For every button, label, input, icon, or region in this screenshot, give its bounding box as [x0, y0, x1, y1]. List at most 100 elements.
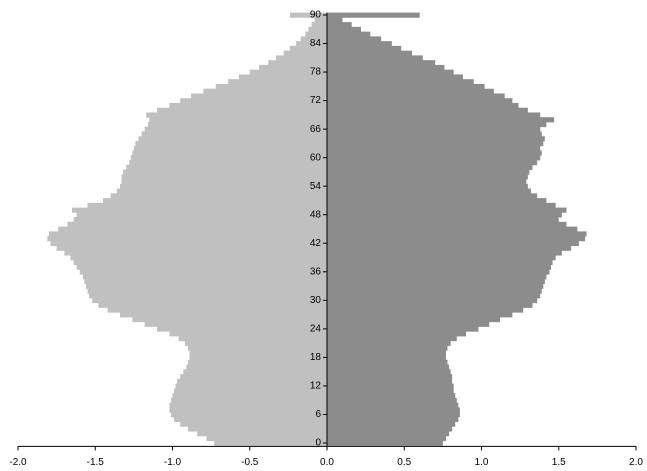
- bar: [119, 312, 327, 318]
- bar: [276, 55, 327, 61]
- bar: [107, 307, 327, 313]
- bar: [327, 269, 550, 275]
- bar: [327, 207, 567, 213]
- bar: [189, 350, 327, 356]
- bar: [89, 293, 327, 299]
- bar: [327, 374, 453, 380]
- bar: [76, 212, 328, 218]
- x-tick-label: 1.0: [475, 457, 489, 468]
- y-tick-label: 30: [310, 295, 322, 306]
- bar: [87, 202, 328, 208]
- x-tick-label: -1.5: [87, 457, 105, 468]
- bar: [327, 102, 519, 109]
- bar: [123, 169, 327, 175]
- bar: [203, 88, 327, 94]
- bar: [327, 364, 450, 370]
- bar: [170, 397, 327, 403]
- bar: [327, 283, 544, 289]
- bar: [327, 22, 352, 28]
- bar: [64, 250, 327, 256]
- bar: [308, 26, 327, 33]
- bar: [327, 41, 392, 47]
- bar: [79, 269, 327, 275]
- bar: [327, 326, 479, 332]
- bar: [144, 126, 327, 132]
- bar: [147, 121, 327, 128]
- bar: [48, 231, 328, 237]
- bar: [327, 179, 527, 185]
- bar: [327, 274, 547, 280]
- y-tick-label: 60: [310, 152, 322, 163]
- bar: [327, 36, 382, 42]
- bar: [187, 359, 327, 365]
- bar: [149, 117, 327, 123]
- x-tick-label: -1.0: [164, 457, 182, 468]
- bar: [327, 302, 533, 308]
- y-tick-label: 54: [310, 181, 322, 192]
- bar: [215, 83, 327, 90]
- bar: [327, 350, 446, 356]
- bar: [327, 145, 541, 151]
- bar: [327, 288, 542, 294]
- bar: [133, 145, 327, 151]
- bar: [296, 41, 327, 47]
- bar: [327, 74, 463, 80]
- bar: [169, 331, 327, 337]
- bar: [327, 369, 451, 375]
- bar: [238, 74, 327, 80]
- bar: [327, 160, 538, 166]
- bar: [327, 259, 553, 266]
- bar: [197, 431, 327, 437]
- bar: [327, 378, 453, 384]
- bar: [259, 64, 327, 71]
- bar: [141, 131, 327, 137]
- bar: [327, 98, 513, 104]
- bar: [327, 60, 436, 66]
- bar: [327, 174, 528, 180]
- bar: [311, 22, 327, 28]
- bar: [169, 102, 327, 109]
- bar: [289, 45, 327, 52]
- bar: [126, 164, 328, 170]
- bar: [87, 288, 328, 294]
- bar: [184, 340, 327, 346]
- bar: [84, 278, 327, 285]
- bar: [67, 221, 327, 228]
- x-tick-label: 2.0: [629, 457, 643, 468]
- bar: [327, 307, 524, 313]
- y-tick-label: 78: [310, 67, 322, 78]
- bar: [73, 259, 328, 266]
- bar: [177, 378, 327, 384]
- bar: [172, 393, 327, 399]
- bar: [327, 50, 412, 56]
- bar: [327, 397, 457, 403]
- bar: [268, 60, 327, 66]
- bar: [50, 240, 327, 247]
- bar: [98, 302, 327, 308]
- bar: [183, 369, 327, 375]
- bar: [327, 293, 541, 299]
- bar: [144, 321, 327, 327]
- y-tick-label: 66: [310, 124, 322, 135]
- bar: [206, 435, 327, 442]
- bar: [327, 421, 456, 427]
- y-tick-label: 0: [315, 438, 321, 449]
- bar: [327, 83, 485, 90]
- bar: [327, 155, 541, 161]
- bar: [327, 183, 528, 189]
- bar: [174, 416, 327, 423]
- bar: [82, 274, 327, 280]
- y-tick-label: 12: [310, 381, 322, 392]
- bar: [56, 245, 327, 251]
- bar: [116, 188, 327, 194]
- y-tick-label: 36: [310, 266, 322, 277]
- bar: [327, 150, 542, 156]
- bar: [327, 345, 448, 351]
- bar: [327, 412, 460, 418]
- bar: [327, 12, 420, 18]
- bar: [175, 383, 327, 389]
- bar: [132, 316, 327, 323]
- bar: [305, 31, 327, 37]
- bar: [58, 226, 328, 232]
